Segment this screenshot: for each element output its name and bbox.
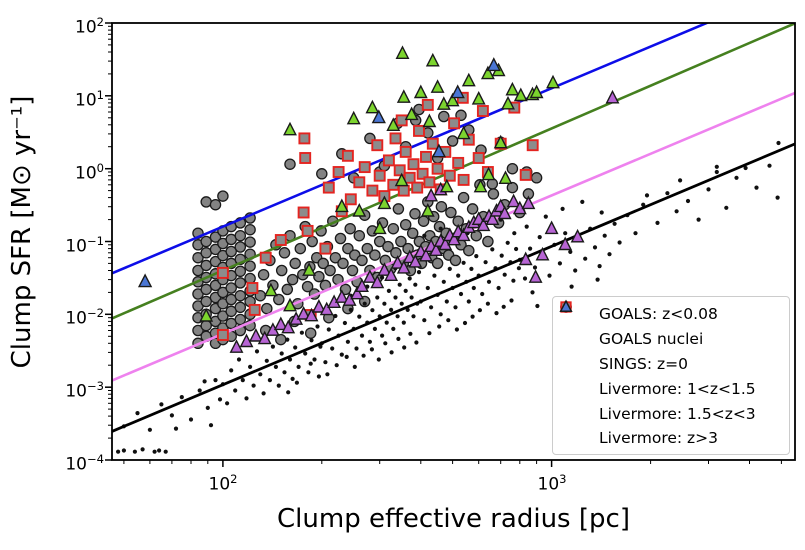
legend-entry: GOALS nuclei (559, 301, 789, 352)
legend-entry: Livermore: z>3 (559, 299, 789, 451)
series-0 (192, 103, 543, 350)
trend-line-0 (112, 23, 710, 275)
legend-marker-dot-icon (559, 304, 593, 374)
legend-marker-triangle-icon (559, 299, 593, 424)
y-tick-label: 10−1 (65, 234, 104, 257)
y-tick-label: 101 (75, 88, 104, 111)
x-tick-label: 103 (537, 472, 567, 495)
series-4 (199, 45, 560, 322)
legend-entry-label: GOALS nuclei (599, 330, 704, 349)
series-3 (229, 89, 620, 353)
x-axis-title: Clump effective radius [pc] (277, 504, 630, 534)
y-tick-label: 10−3 (65, 379, 104, 402)
y-tick-label: 100 (75, 161, 104, 184)
legend-entry-label: GOALS: z<0.08 (599, 305, 718, 324)
legend-entry: Livermore: 1.5<z<3 (559, 299, 789, 426)
y-tick-label: 102 (75, 15, 104, 38)
legend: GOALS: z<0.08 GOALS nuclei SINGS: z=0 Liver… (552, 296, 790, 455)
legend-marker-triangle-icon (559, 299, 593, 399)
legend-marker-triangle-icon (559, 299, 593, 448)
y-tick-label: 10−2 (65, 306, 104, 329)
legend-marker-square-icon (559, 301, 593, 349)
legend-entry-label: Livermore: z>3 (599, 429, 719, 448)
legend-entry-label: SINGS: z=0 (599, 354, 688, 373)
plot-frame (111, 22, 796, 461)
y-tick-label: 10−4 (65, 452, 104, 475)
legend-entry: GOALS: z<0.08 (559, 301, 789, 327)
legend-entry-label: Livermore: 1.5<z<3 (599, 404, 756, 423)
legend-entry: SINGS: z=0 (559, 304, 789, 377)
trend-line-3 (112, 142, 795, 433)
legend-entry: Livermore: 1<z<1.5 (559, 299, 789, 401)
series-5 (137, 57, 501, 288)
x-tick-label: 102 (208, 472, 238, 495)
y-axis-title: Clump SFR [M⊙ yr⁻¹] (7, 95, 37, 369)
legend-entry-label: Livermore: 1<z<1.5 (599, 379, 756, 398)
